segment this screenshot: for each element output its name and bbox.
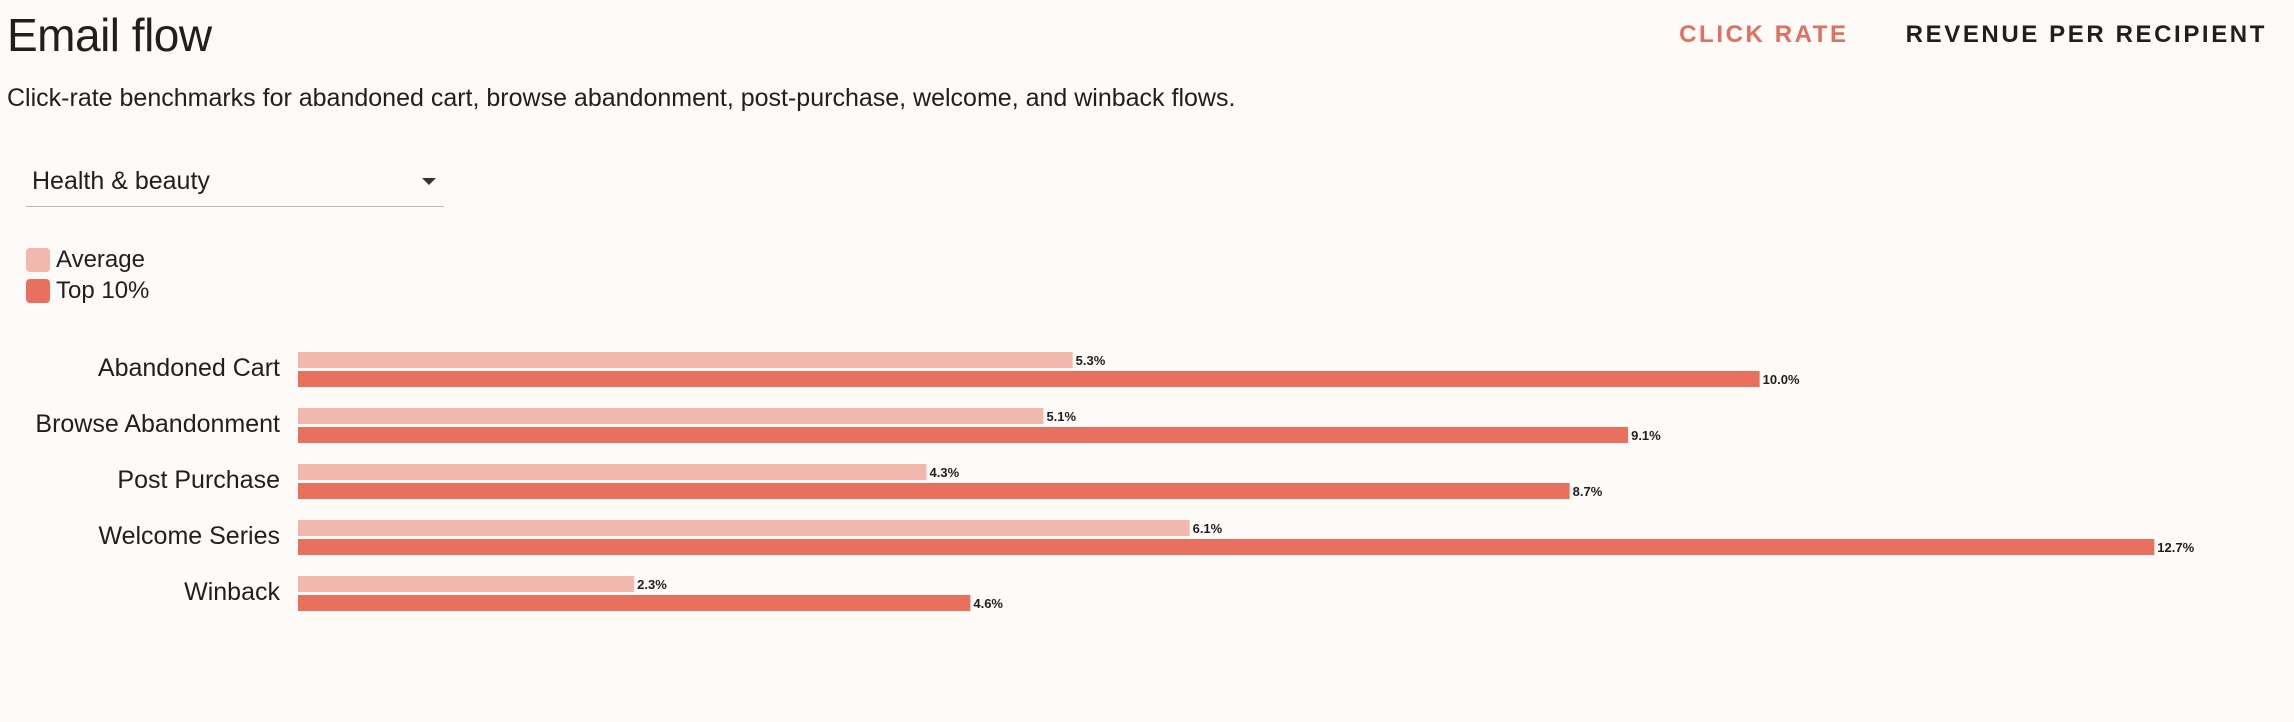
legend-item-top-10: Top 10% xyxy=(26,275,149,306)
bar-average-browse-abandonment xyxy=(298,408,1044,424)
legend-label-average: Average xyxy=(56,245,145,273)
value-label-top-10-post-purchase: 8.7% xyxy=(1573,484,1603,499)
tab-revenue-per-recipient[interactable]: REVENUE PER RECIPIENT xyxy=(1905,21,2267,48)
caret-down-icon xyxy=(422,178,436,185)
value-label-average-post-purchase: 4.3% xyxy=(930,465,960,480)
tab-click-rate[interactable]: CLICK RATE xyxy=(1679,21,1849,48)
chart-legend: Average Top 10% xyxy=(26,244,149,306)
bar-average-abandoned-cart xyxy=(298,352,1073,368)
value-label-top-10-welcome-series: 12.7% xyxy=(2157,540,2194,555)
category-label-welcome-series: Welcome Series xyxy=(98,522,280,550)
bar-average-welcome-series xyxy=(298,520,1190,536)
category-label-post-purchase: Post Purchase xyxy=(117,466,280,494)
legend-swatch-average xyxy=(26,247,50,272)
value-label-average-abandoned-cart: 5.3% xyxy=(1076,353,1106,368)
metric-tabs: CLICK RATE REVENUE PER RECIPIENT xyxy=(1679,18,2267,52)
category-label-winback: Winback xyxy=(184,578,280,606)
page-subtitle: Click-rate benchmarks for abandoned cart… xyxy=(7,84,1236,112)
value-label-top-10-winback: 4.6% xyxy=(973,596,1003,611)
bar-top-10-winback xyxy=(298,595,971,611)
category-label-abandoned-cart: Abandoned Cart xyxy=(98,354,280,382)
legend-swatch-top-10 xyxy=(26,278,50,303)
legend-item-average: Average xyxy=(26,244,149,275)
value-label-top-10-abandoned-cart: 10.0% xyxy=(1763,372,1800,387)
bar-average-winback xyxy=(298,576,635,592)
bar-average-post-purchase xyxy=(298,464,927,480)
bar-top-10-abandoned-cart xyxy=(298,371,1760,387)
page-title: Email flow xyxy=(7,9,212,61)
bar-top-10-browse-abandonment xyxy=(298,427,1629,443)
category-label-browse-abandonment: Browse Abandonment xyxy=(35,410,280,438)
bar-top-10-post-purchase xyxy=(298,483,1570,499)
value-label-average-winback: 2.3% xyxy=(637,577,667,592)
value-label-average-welcome-series: 6.1% xyxy=(1193,521,1223,536)
value-label-average-browse-abandonment: 5.1% xyxy=(1046,409,1076,424)
industry-select[interactable]: Health & beauty xyxy=(26,160,444,207)
value-label-top-10-browse-abandonment: 9.1% xyxy=(1631,428,1661,443)
click-rate-bar-chart: Abandoned Cart 5.3% 10.0% Browse Abandonmen… xyxy=(35,352,2195,611)
industry-select-value: Health & beauty xyxy=(32,167,210,195)
bar-top-10-welcome-series xyxy=(298,539,2155,555)
legend-label-top-10: Top 10% xyxy=(56,276,150,304)
